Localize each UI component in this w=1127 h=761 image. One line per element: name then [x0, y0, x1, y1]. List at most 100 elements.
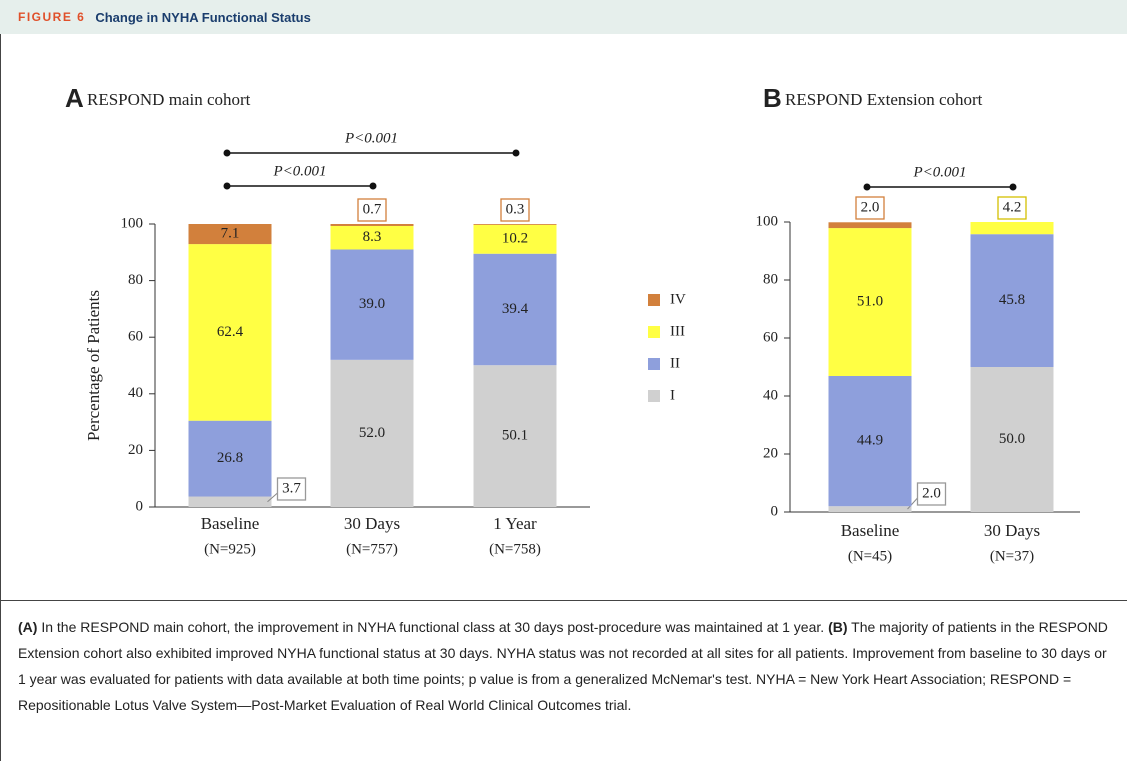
bar-segment: [330, 359, 414, 507]
value-label: 2.0: [861, 199, 880, 215]
figure-header: FIGURE 6 Change in NYHA Functional Statu…: [0, 0, 1127, 34]
bracket-end: [369, 182, 377, 190]
bracket-end: [1009, 183, 1017, 191]
value-label: 0.3: [506, 201, 525, 217]
legend-swatch: [648, 358, 660, 370]
value-label: 0.7: [363, 201, 382, 217]
y-tick-label: 60: [128, 329, 143, 345]
caption-part: (B): [828, 619, 848, 635]
bar-segment: [330, 249, 414, 360]
y-tick-label: 0: [771, 503, 779, 519]
bracket-end: [223, 149, 231, 157]
legend-label: II: [670, 355, 680, 371]
panel-title: RESPOND main cohort: [87, 90, 251, 109]
value-label: 50.1: [502, 428, 528, 444]
bar-segment: [828, 506, 912, 512]
x-tick-note: (N=758): [489, 541, 541, 557]
bar-segment: [473, 253, 557, 366]
bracket-label: P<0.001: [912, 164, 966, 180]
value-label-box: [916, 482, 947, 506]
value-label-box: [357, 198, 387, 222]
legend-label: I: [670, 387, 675, 403]
value-label: 50.0: [999, 431, 1025, 447]
bar-segment: [330, 225, 414, 250]
y-tick-label: 80: [763, 271, 778, 287]
figure-label: FIGURE 6: [18, 10, 86, 24]
caption-part: In the RESPOND main cohort, the improvem…: [37, 619, 829, 635]
value-label: 62.4: [217, 324, 244, 340]
bar-segment: [970, 367, 1054, 512]
bar-segment: [188, 496, 272, 507]
x-tick-label: 30 Days: [344, 514, 400, 533]
bracket-label: P<0.001: [344, 130, 398, 146]
y-tick-label: 20: [128, 442, 143, 458]
value-label: 4.2: [1003, 199, 1022, 215]
y-tick-label: 40: [128, 385, 143, 401]
frame-line: [0, 600, 1127, 601]
y-tick-label: 100: [756, 213, 779, 229]
caption-part: The majority of patients in the RESPOND …: [18, 619, 1108, 713]
value-label: 52.0: [359, 425, 385, 441]
value-label: 51.0: [857, 293, 883, 309]
value-label: 2.0: [922, 485, 941, 501]
frame-line: [0, 34, 1, 761]
legend-label: IV: [670, 291, 686, 307]
bracket-end: [223, 182, 231, 190]
value-label-box: [855, 196, 885, 220]
bar-segment: [970, 234, 1054, 367]
value-label-box: [997, 196, 1027, 220]
y-tick-label: 20: [763, 445, 778, 461]
y-tick-label: 0: [136, 498, 144, 514]
bar-segment: [473, 365, 557, 507]
value-label: 39.0: [359, 296, 385, 312]
legend-label: III: [670, 323, 685, 339]
bar-segment: [970, 222, 1054, 235]
legend-swatch: [648, 294, 660, 306]
bar-segment: [828, 228, 912, 376]
panel-title: RESPOND Extension cohort: [785, 90, 983, 109]
bar-segment: [330, 224, 414, 226]
leader-line: [907, 497, 918, 510]
bracket-end: [512, 149, 520, 157]
caption: (A) In the RESPOND main cohort, the impr…: [18, 614, 1110, 718]
leader-line: [267, 492, 278, 503]
value-label: 10.2: [502, 231, 528, 247]
caption-part: (A): [18, 619, 38, 635]
bar-segment: [473, 224, 557, 225]
value-label-box: [500, 198, 530, 222]
value-label: 7.1: [221, 225, 240, 241]
x-tick-label: 30 Days: [984, 521, 1040, 540]
x-tick-label: Baseline: [201, 514, 260, 533]
y-axis-label: Percentage of Patients: [84, 290, 103, 441]
charts: A RESPOND main cohort Percentage of Patien…: [65, 83, 1080, 564]
value-label: 44.9: [857, 433, 883, 449]
bar-segment: [828, 222, 912, 229]
x-tick-note: (N=757): [346, 541, 398, 557]
panel-letter: A: [65, 83, 84, 113]
bracket-end: [863, 183, 871, 191]
x-tick-note: (N=45): [848, 548, 892, 564]
y-tick-label: 60: [763, 329, 778, 345]
y-tick-label: 100: [121, 215, 144, 231]
x-tick-label: 1 Year: [493, 514, 537, 533]
y-tick-label: 80: [128, 272, 143, 288]
bar-segment: [188, 244, 272, 421]
figure-title: Change in NYHA Functional Status: [95, 9, 311, 25]
value-label: 45.8: [999, 292, 1025, 308]
bar-segment: [473, 224, 557, 254]
value-label: 8.3: [363, 229, 382, 245]
panel-letter: B: [763, 83, 782, 113]
value-label: 39.4: [502, 301, 529, 317]
value-label: 3.7: [282, 480, 301, 496]
x-tick-note: (N=37): [990, 548, 1034, 564]
value-label: 26.8: [217, 450, 243, 466]
x-tick-label: Baseline: [841, 521, 900, 540]
x-tick-note: (N=925): [204, 541, 256, 557]
bar-segment: [188, 420, 272, 497]
y-tick-label: 40: [763, 387, 778, 403]
bar-segment: [828, 375, 912, 507]
bracket-label: P<0.001: [272, 163, 326, 179]
legend-swatch: [648, 390, 660, 402]
value-label-box: [276, 477, 307, 501]
